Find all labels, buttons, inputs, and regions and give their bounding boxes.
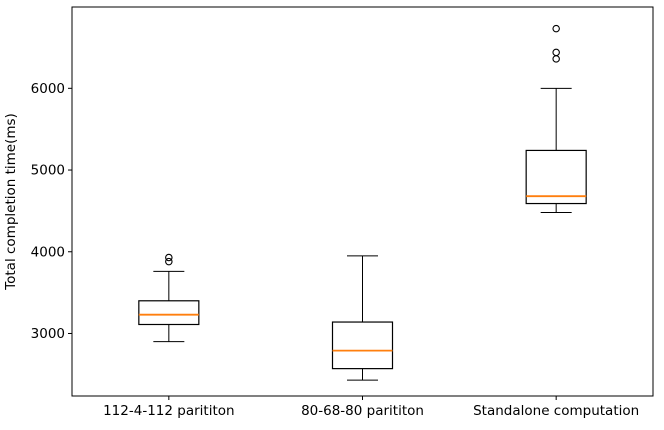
y-tick-label: 5000 bbox=[31, 163, 65, 179]
y-tick-label: 3000 bbox=[31, 326, 65, 342]
outlier-marker bbox=[552, 24, 560, 33]
y-tick-label: 6000 bbox=[31, 81, 65, 97]
outlier-marker bbox=[165, 253, 173, 262]
x-tick-label: 112-4-112 parititon bbox=[103, 403, 234, 419]
iqr-box bbox=[525, 149, 587, 205]
x-tick-label: 80-68-80 parititon bbox=[301, 403, 424, 419]
outlier-marker bbox=[552, 48, 560, 57]
outlier-marker bbox=[552, 55, 560, 63]
iqr-box bbox=[331, 321, 394, 370]
y-tick-label: 4000 bbox=[31, 244, 65, 260]
y-axis-label: Total completion time(ms) bbox=[3, 113, 19, 291]
outlier-marker bbox=[165, 257, 173, 266]
plot-frame bbox=[71, 6, 654, 397]
x-tick-label: Standalone computation bbox=[473, 403, 639, 419]
iqr-box bbox=[138, 300, 200, 326]
